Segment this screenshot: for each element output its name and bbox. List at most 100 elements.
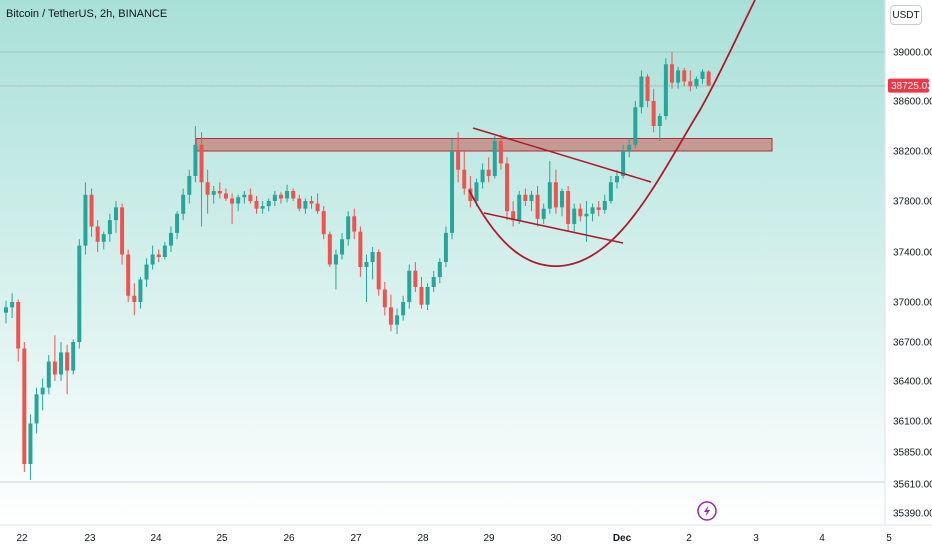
candle[interactable]	[529, 191, 534, 212]
lower-trend-line[interactable]	[483, 212, 624, 244]
candle[interactable]	[95, 220, 100, 252]
candle[interactable]	[535, 186, 540, 227]
candle[interactable]	[450, 138, 455, 240]
candle[interactable]	[382, 282, 387, 316]
candle[interactable]	[77, 239, 82, 349]
candle[interactable]	[58, 342, 63, 381]
candle[interactable]	[223, 188, 228, 202]
candle[interactable]	[505, 157, 510, 221]
candle[interactable]	[132, 283, 137, 316]
candle[interactable]	[101, 231, 106, 250]
candle[interactable]	[297, 194, 302, 212]
candle[interactable]	[456, 132, 461, 183]
candle[interactable]	[523, 188, 528, 207]
candle[interactable]	[260, 201, 265, 214]
candle[interactable]	[46, 355, 51, 395]
candle[interactable]	[230, 193, 235, 224]
candle[interactable]	[236, 194, 241, 212]
time-axis[interactable]: 22 23 24 25 26 27 28 29 30 Dec 2 3 4 5	[16, 533, 892, 544]
cup-curve[interactable]	[468, 0, 756, 267]
candle[interactable]	[364, 254, 369, 303]
candle[interactable]	[333, 249, 338, 290]
candle[interactable]	[596, 201, 601, 217]
candle[interactable]	[309, 196, 314, 209]
candle[interactable]	[181, 188, 186, 221]
candle[interactable]	[217, 182, 222, 199]
candle[interactable]	[407, 264, 412, 309]
candle[interactable]	[437, 258, 442, 284]
candle[interactable]	[431, 270, 436, 292]
candle[interactable]	[205, 169, 210, 214]
candle[interactable]	[346, 211, 351, 246]
candle[interactable]	[272, 191, 277, 207]
candle[interactable]	[419, 277, 424, 309]
candle[interactable]	[462, 151, 467, 195]
candle[interactable]	[388, 294, 393, 332]
candle[interactable]	[486, 157, 491, 183]
candle[interactable]	[113, 201, 118, 233]
candle[interactable]	[517, 191, 522, 224]
candle[interactable]	[16, 299, 21, 362]
candle[interactable]	[492, 136, 497, 179]
candle[interactable]	[688, 70, 693, 92]
candle[interactable]	[572, 203, 577, 232]
candle[interactable]	[657, 113, 662, 142]
candle[interactable]	[52, 335, 57, 381]
candle[interactable]	[639, 70, 644, 114]
upper-trend-line[interactable]	[472, 127, 652, 183]
candle[interactable]	[303, 198, 308, 214]
candle[interactable]	[578, 203, 583, 222]
candle[interactable]	[340, 232, 345, 260]
candle[interactable]	[370, 246, 375, 280]
candle[interactable]	[291, 188, 296, 202]
candle[interactable]	[615, 169, 619, 189]
candle[interactable]	[162, 241, 167, 260]
candle[interactable]	[187, 169, 192, 204]
candle[interactable]	[425, 283, 430, 310]
candle[interactable]	[285, 184, 290, 203]
candle[interactable]	[199, 132, 204, 227]
candle[interactable]	[401, 295, 406, 321]
trend-drawings[interactable]	[468, 0, 756, 267]
candle[interactable]	[602, 194, 607, 214]
candle[interactable]	[138, 277, 143, 309]
candle[interactable]	[663, 58, 668, 120]
candle[interactable]	[193, 126, 198, 183]
candle[interactable]	[682, 67, 687, 87]
candle[interactable]	[498, 134, 503, 170]
candle[interactable]	[547, 161, 552, 214]
candle[interactable]	[553, 169, 558, 214]
candle[interactable]	[651, 88, 656, 133]
candle[interactable]	[608, 176, 613, 204]
candle[interactable]	[278, 192, 283, 204]
price-axis[interactable]: 39000.00 38600.00 38200.00 37800.00 37400.00…	[893, 48, 932, 520]
candle[interactable]	[560, 188, 565, 217]
candle[interactable]	[645, 74, 650, 108]
candle[interactable]	[242, 191, 247, 204]
candle[interactable]	[669, 52, 674, 89]
candle[interactable]	[120, 203, 125, 265]
candle[interactable]	[266, 198, 271, 212]
candle[interactable]	[566, 186, 571, 232]
candle[interactable]	[71, 339, 76, 375]
candlestick-series[interactable]	[4, 52, 711, 480]
candle[interactable]	[168, 226, 173, 253]
candle[interactable]	[89, 188, 94, 237]
candle[interactable]	[34, 387, 39, 434]
candle[interactable]	[541, 203, 546, 224]
candle[interactable]	[150, 245, 155, 270]
candle[interactable]	[676, 66, 681, 89]
resistance-zone[interactable]	[195, 138, 773, 152]
candle[interactable]	[4, 300, 8, 324]
candle[interactable]	[321, 206, 326, 240]
candle[interactable]	[358, 226, 363, 278]
candle[interactable]	[474, 178, 479, 207]
currency-button[interactable]: USDT	[890, 5, 922, 25]
resistance-zone-rect[interactable]	[195, 138, 773, 152]
lightning-icon[interactable]	[697, 501, 717, 521]
candle[interactable]	[28, 414, 33, 480]
candle[interactable]	[590, 203, 595, 222]
candle[interactable]	[83, 182, 88, 255]
